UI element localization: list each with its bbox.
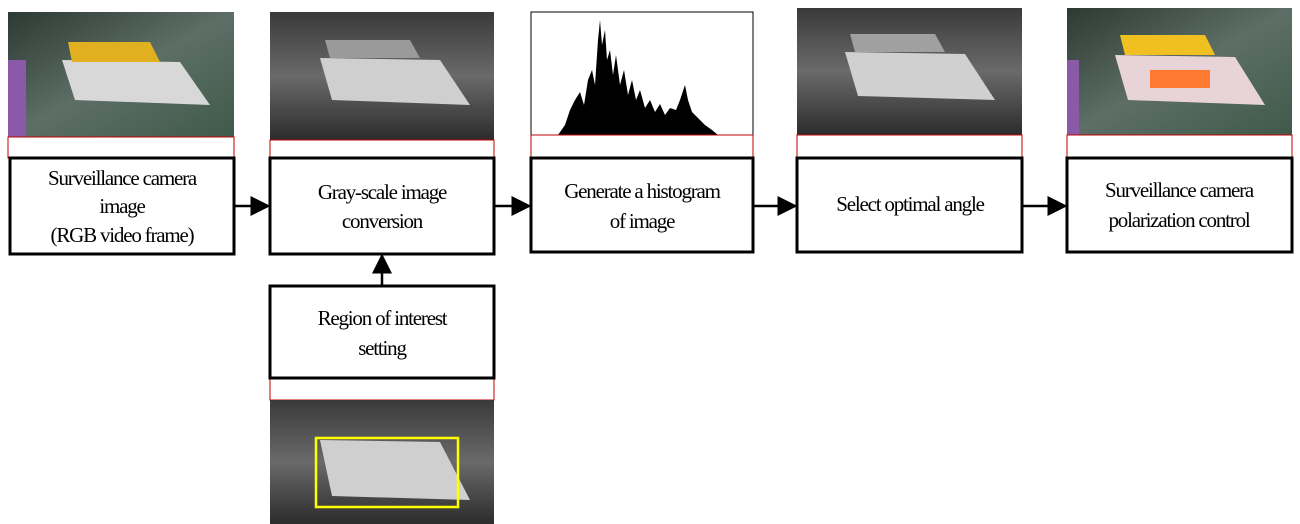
rgb-photo (8, 12, 234, 137)
process-box (270, 286, 494, 378)
controlled-photo (1067, 8, 1292, 135)
process-box (270, 158, 494, 254)
process-box (531, 158, 753, 252)
optimal-photo (797, 8, 1022, 135)
image-frame (270, 378, 494, 400)
diagram: Surveillance camera image (RGB video fra… (0, 0, 1300, 524)
image-frame (797, 135, 1022, 158)
box-text: conversion (342, 209, 424, 233)
image-frame (270, 140, 494, 158)
box-text: polarization control (1108, 208, 1250, 232)
image-frame (1067, 135, 1292, 158)
box-text: (RGB video frame) (51, 223, 195, 247)
gray-photo (270, 12, 494, 140)
box-text: Surveillance camera (1105, 178, 1255, 202)
histogram-image (531, 12, 753, 135)
box-text: image (99, 194, 145, 218)
box-text: of image (610, 209, 675, 233)
box-text: Region of interest (318, 306, 448, 330)
image-frame (8, 137, 234, 158)
box-text: setting (358, 336, 407, 360)
roi-photo (270, 400, 494, 524)
process-box (1067, 158, 1292, 252)
box-text: Gray-scale image (318, 180, 447, 204)
box-text: Generate a histogram (564, 179, 720, 203)
image-frame (531, 135, 753, 158)
box-text: Surveillance camera (48, 166, 198, 190)
box-text: Select optimal angle (836, 192, 984, 216)
